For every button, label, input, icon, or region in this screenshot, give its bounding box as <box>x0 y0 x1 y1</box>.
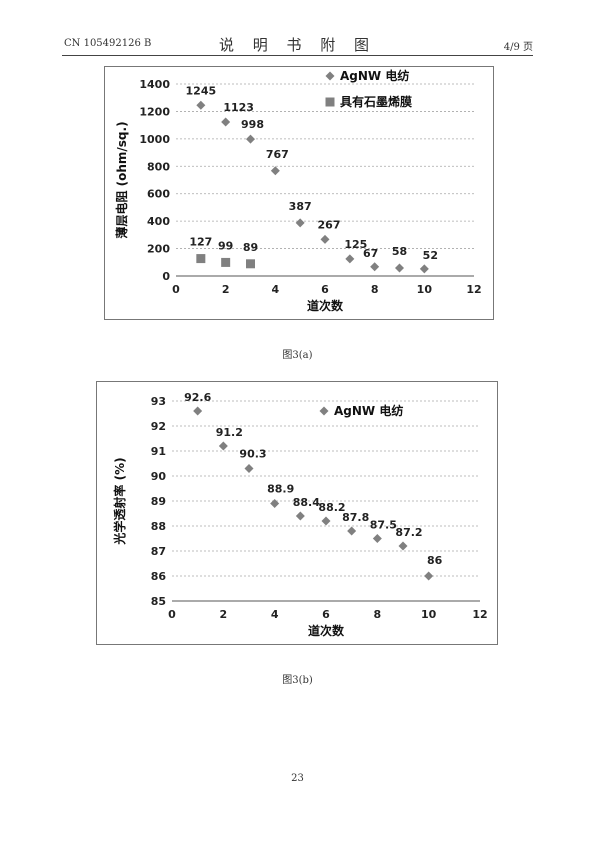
chart1-point <box>218 441 228 451</box>
chart1-point <box>424 571 434 581</box>
chart0-x-tick-label: 6 <box>321 283 329 296</box>
chart0-point <box>345 254 355 264</box>
chart1-x-tick-label: 10 <box>421 608 437 621</box>
chart1-point <box>398 541 408 551</box>
chart0-point <box>196 254 206 264</box>
page-number: 23 <box>291 773 304 784</box>
chart1-x-tick-label: 0 <box>168 608 176 621</box>
chart1-x-tick-label: 4 <box>271 608 279 621</box>
chart0-data-label: 67 <box>363 247 378 260</box>
chart1-y-tick-label: 90 <box>151 470 167 483</box>
chart0-y-tick-label: 800 <box>147 160 170 173</box>
chart1-data-label: 87.8 <box>342 511 369 524</box>
chart0-point <box>295 218 305 228</box>
chart1-legend-marker <box>319 406 329 416</box>
chart0-x-tick-label: 12 <box>466 283 481 296</box>
header-rule <box>62 55 533 56</box>
chart0-point <box>395 263 404 273</box>
chart1-point <box>295 511 305 521</box>
chart1-x-tick-label: 8 <box>374 608 382 621</box>
chart0-data-label: 267 <box>318 218 341 231</box>
chart0-frame <box>104 66 494 320</box>
chart0-legend-label: 具有石墨烯膜 <box>340 94 412 109</box>
chart1-y-tick-label: 92 <box>151 420 166 433</box>
chart1-data-label: 90.3 <box>239 448 266 461</box>
figure-caption-b: 图3(b) <box>282 675 313 686</box>
chart0-point <box>246 259 255 269</box>
chart0-point <box>221 117 231 127</box>
chart0-x-axis-title: 道次数 <box>307 298 344 313</box>
chart0-y-tick-label: 200 <box>147 243 170 256</box>
chart0-data-label: 998 <box>241 118 264 131</box>
chart-sheet-resistance: 0 200 400 600 800 1000 1200 1400 0 2 4 6 8 10 12 道次数 薄层电… <box>104 66 494 320</box>
chart0-point <box>320 234 330 244</box>
chart0-x-tick-label: 4 <box>272 283 280 296</box>
chart0-data-label: 99 <box>218 239 233 252</box>
chart0-legend-label: AgNW 电纺 <box>340 68 409 83</box>
chart1-data-label: 88.2 <box>318 501 345 514</box>
figure-caption-a: 图3(a) <box>282 350 313 361</box>
chart0-data-label: 1123 <box>223 101 254 114</box>
chart0-data-label: 89 <box>243 241 258 254</box>
chart0-legend-marker <box>325 71 335 81</box>
chart1-point <box>372 534 382 543</box>
chart1-y-tick-label: 86 <box>151 570 167 583</box>
chart1-data-label: 88.9 <box>267 483 294 496</box>
chart0-point <box>370 262 380 272</box>
page-info: 4/9 页 <box>503 42 533 53</box>
chart-optical-transmittance: 85 86 87 88 89 90 91 92 93 0 2 4 6 8 10 12 道次数 光学透射率 (%) 9… <box>96 381 498 645</box>
chart0-y-tick-label: 1400 <box>139 78 170 91</box>
chart0-y-tick-label: 1000 <box>139 133 170 146</box>
chart1-y-tick-label: 87 <box>151 545 166 558</box>
chart1-legend-label: AgNW 电纺 <box>334 403 403 418</box>
chart1-data-label: 91.2 <box>216 426 243 439</box>
chart1-point <box>347 526 357 536</box>
chart1-y-tick-label: 85 <box>151 595 166 608</box>
chart1-y-axis-title: 光学透射率 (%) <box>112 457 127 545</box>
chart0-data-label: 52 <box>423 249 438 262</box>
chart0-x-tick-label: 0 <box>172 283 180 296</box>
chart1-data-label: 87.2 <box>395 526 422 539</box>
chart0-x-tick-label: 2 <box>222 283 230 296</box>
chart1-data-label: 86 <box>427 554 443 567</box>
chart1-point <box>193 406 203 416</box>
chart1-data-label: 92.6 <box>184 391 211 404</box>
chart0-data-label: 767 <box>266 148 289 161</box>
chart0-data-label: 387 <box>289 200 312 213</box>
chart0-x-tick-label: 8 <box>371 283 379 296</box>
chart0-point <box>196 100 206 110</box>
chart1-x-tick-label: 12 <box>472 608 487 621</box>
chart0-data-label: 1245 <box>186 84 217 97</box>
chart0-y-tick-label: 600 <box>147 188 170 201</box>
chart1-x-tick-label: 6 <box>322 608 330 621</box>
chart1-point <box>321 516 331 526</box>
chart0-data-label: 125 <box>344 238 367 251</box>
chart1-x-axis-title: 道次数 <box>308 623 345 638</box>
chart0-point <box>246 134 255 144</box>
chart1-data-label: 87.5 <box>370 519 397 532</box>
chart0-legend-marker <box>325 97 335 107</box>
chart0-y-tick-label: 1200 <box>139 105 170 118</box>
chart1-y-tick-label: 91 <box>151 445 166 458</box>
chart0-point <box>221 257 231 267</box>
chart0-y-tick-label: 400 <box>147 215 170 228</box>
chart0-data-label: 127 <box>189 236 212 249</box>
chart1-point <box>244 464 254 473</box>
chart0-x-tick-label: 10 <box>417 283 433 296</box>
chart1-y-tick-label: 93 <box>151 395 166 408</box>
chart0-y-axis-title: 薄层电阻 (ohm/sq.) <box>114 121 129 238</box>
chart0-data-label: 58 <box>392 245 407 258</box>
chart0-y-tick-label: 0 <box>162 270 170 283</box>
chart1-data-label: 88.4 <box>293 496 320 509</box>
patent-number: CN 105492126 B <box>64 38 152 49</box>
chart0-point <box>270 166 280 176</box>
page-title: 说 明 书 附 图 <box>218 36 377 54</box>
chart1-x-tick-label: 2 <box>220 608 228 621</box>
chart0-point <box>419 264 429 274</box>
chart1-y-tick-label: 89 <box>151 495 166 508</box>
chart1-y-tick-label: 88 <box>151 520 166 533</box>
chart1-point <box>270 499 280 508</box>
